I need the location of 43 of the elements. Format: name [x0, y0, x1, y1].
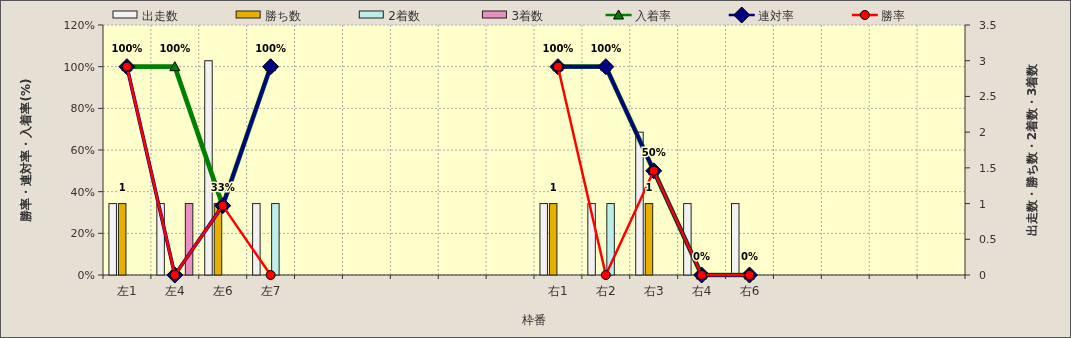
x-tick-label: 右6 — [739, 284, 760, 298]
y-tick-label: 40% — [70, 185, 95, 199]
data-label: 1 — [549, 181, 557, 193]
legend-label: 出走数 — [142, 9, 178, 23]
y-tick-label: 80% — [70, 102, 95, 116]
x-axis-title: 枠番 — [521, 313, 546, 327]
legend-label: 勝ち数 — [265, 9, 302, 23]
y2-tick-label: 2.5 — [979, 90, 997, 104]
y2-tick-label: 0 — [979, 269, 986, 282]
data-label: 100% — [159, 42, 191, 54]
y2-tick-label: 0.5 — [979, 233, 997, 247]
data-label: 100% — [590, 42, 622, 54]
x-tick-label: 左7 — [260, 284, 281, 298]
x-tick-label: 右1 — [548, 284, 568, 298]
x-tick-label: 右2 — [596, 284, 616, 298]
data-label: 100% — [111, 42, 143, 54]
y2-axis-title: 出走数・勝ち数・2着数・3着数 — [1025, 62, 1039, 237]
y2-tick-label: 3.5 — [979, 19, 997, 32]
legend-label: 2着数 — [388, 9, 420, 23]
y2-tick-label: 1.5 — [979, 161, 997, 175]
x-tick-label: 右3 — [643, 284, 664, 298]
data-label: 1 — [118, 181, 126, 193]
legend-label: 連対率 — [757, 9, 794, 23]
data-label: 0% — [741, 251, 758, 262]
y-tick-label: 0% — [77, 269, 95, 282]
y-axis-title: 勝率・連対率・入着率(%) — [19, 78, 33, 223]
y-tick-label: 100% — [63, 60, 95, 74]
legend-label: 勝率 — [880, 9, 905, 23]
legend-label: 3着数 — [511, 9, 544, 23]
x-tick-label: 左4 — [165, 284, 185, 298]
y2-tick-label: 2 — [979, 126, 986, 140]
data-label: 1 — [645, 181, 653, 193]
data-label: 100% — [255, 42, 287, 54]
y-tick-label: 120% — [63, 19, 95, 32]
y2-tick-label: 1 — [979, 197, 986, 211]
x-tick-label: 左6 — [212, 284, 233, 298]
x-tick-label: 右4 — [691, 284, 712, 298]
y-tick-label: 20% — [70, 227, 95, 241]
y-tick-label: 60% — [70, 144, 95, 157]
data-label: 100% — [542, 42, 574, 54]
legend-label: 入着率 — [634, 9, 671, 23]
x-tick-label: 左1 — [117, 284, 137, 298]
y2-tick-label: 3 — [979, 54, 986, 68]
